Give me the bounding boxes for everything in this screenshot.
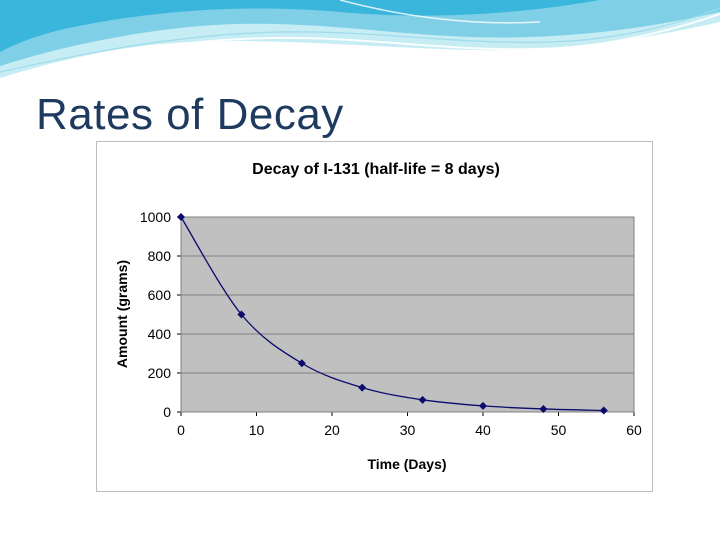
y-tick-label: 600 [148, 287, 172, 303]
x-tick-label: 10 [249, 422, 265, 438]
header-wave-decoration [0, 0, 720, 81]
y-tick-label: 200 [148, 365, 172, 381]
y-tick-label: 800 [148, 248, 172, 264]
data-point [177, 213, 185, 221]
x-tick-label: 40 [475, 422, 491, 438]
x-tick-label: 50 [551, 422, 567, 438]
data-point [479, 401, 487, 410]
data-point [358, 383, 367, 392]
x-axis-label: Time (Days) [367, 456, 446, 472]
chart-title: Decay of I-131 (half-life = 8 days) [252, 161, 500, 178]
x-tick-label: 20 [324, 422, 340, 438]
y-tick-label: 0 [163, 404, 171, 420]
x-tick-label: 0 [177, 422, 185, 438]
y-axis-label: Amount (grams) [114, 260, 130, 368]
x-tick-label: 30 [400, 422, 416, 438]
data-point [539, 404, 548, 413]
axes [177, 216, 635, 416]
data-point [297, 359, 306, 368]
plot-border [180, 216, 635, 413]
data-point [237, 310, 246, 319]
series-layer [177, 213, 608, 415]
chart: Decay of I-131 (half-life = 8 days) 0200… [114, 161, 642, 472]
slide-title: Rates of Decay [36, 90, 344, 139]
chart-frame: Decay of I-131 (half-life = 8 days) 0 200… [96, 141, 653, 492]
data-point [418, 395, 427, 404]
y-tick-label: 400 [148, 326, 172, 342]
y-tick-label: 1000 [140, 209, 171, 225]
data-point [599, 406, 608, 415]
tick-labels: 0 200 400 600 800 1000 0 10 20 30 40 50 60 [140, 209, 642, 438]
plot-area [181, 217, 634, 412]
x-tick-label: 60 [626, 422, 642, 438]
